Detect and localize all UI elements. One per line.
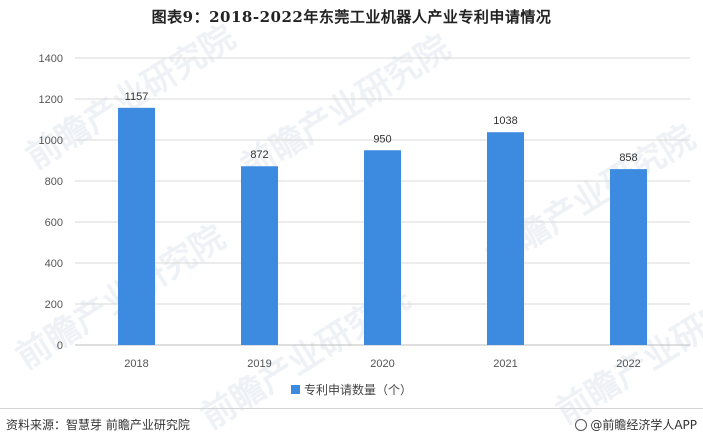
y-tick-label: 1000	[39, 135, 63, 147]
x-axis-ticks: 2018 2019 2020 2021 2022	[124, 358, 640, 370]
bar-2022	[610, 169, 647, 345]
y-tick-label: 200	[45, 299, 63, 311]
bar-2021	[487, 132, 524, 345]
data-labels: 1157 872 950 1038 858	[125, 91, 638, 164]
y-tick-label: 1400	[39, 53, 63, 65]
legend: 专利申请数量（个）	[0, 381, 703, 398]
x-tick-label: 2021	[493, 358, 517, 370]
bars	[118, 107, 647, 345]
data-label: 872	[250, 149, 268, 161]
chart-title: 图表9：2018-2022年东莞工业机器人产业专利申请情况	[151, 8, 552, 26]
data-label: 1157	[125, 91, 149, 103]
brand-circle-icon	[575, 418, 588, 431]
x-tick-label: 2022	[616, 358, 640, 370]
y-tick-label: 0	[57, 340, 63, 352]
data-label: 950	[373, 133, 391, 145]
y-tick-label: 600	[45, 217, 63, 229]
legend-swatch	[290, 385, 300, 394]
legend-label: 专利申请数量（个）	[303, 383, 412, 397]
source-note: 资料来源：智慧芽 前瞻产业研究院	[6, 418, 190, 432]
y-axis-ticks: 0 200 400 600 800 1000 1200 1400	[39, 53, 63, 352]
y-tick-label: 400	[45, 258, 63, 270]
x-tick-label: 2019	[247, 358, 271, 370]
brand-credit: @前瞻经济学人APP	[575, 416, 697, 433]
data-label: 1038	[493, 115, 517, 127]
y-tick-label: 800	[45, 176, 63, 188]
y-tick-label: 1200	[39, 94, 63, 106]
data-label: 858	[619, 152, 637, 164]
brand-text: @前瞻经济学人APP	[590, 418, 697, 432]
x-tick-label: 2018	[124, 358, 148, 370]
footer-divider	[0, 408, 703, 409]
bar-2019	[241, 166, 278, 345]
x-tick-label: 2020	[370, 358, 394, 370]
bar-2018	[118, 107, 155, 345]
bar-2020	[364, 150, 401, 345]
